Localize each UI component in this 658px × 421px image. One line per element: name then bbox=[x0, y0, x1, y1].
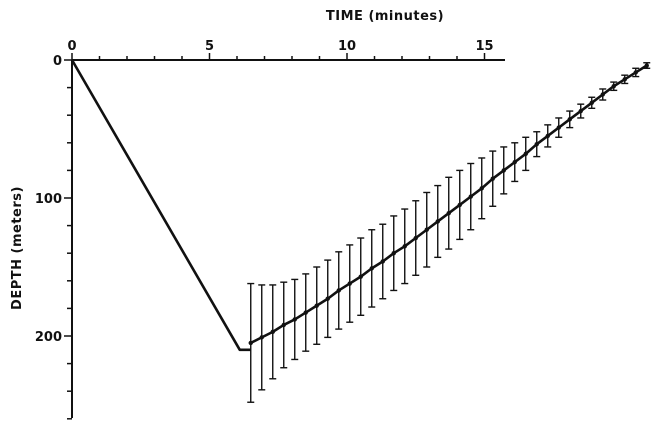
x-tick-label: 15 bbox=[475, 39, 493, 54]
data-point bbox=[391, 251, 396, 256]
data-point bbox=[270, 329, 275, 335]
axes bbox=[71, 59, 505, 418]
y-tick-label: 200 bbox=[35, 330, 62, 345]
data-point bbox=[303, 310, 308, 315]
y-tick-label: 100 bbox=[35, 192, 62, 207]
data-point bbox=[633, 70, 638, 75]
y-tick-label: 0 bbox=[53, 54, 62, 69]
x-tick-label: 5 bbox=[205, 39, 214, 54]
data-point bbox=[578, 108, 583, 114]
data-point bbox=[259, 335, 264, 340]
data-point bbox=[380, 259, 385, 264]
data-point bbox=[435, 219, 440, 224]
data-point bbox=[347, 281, 352, 286]
x-tick-label: 0 bbox=[67, 39, 76, 54]
data-point bbox=[534, 141, 539, 147]
data-point bbox=[292, 317, 297, 322]
series bbox=[70, 59, 651, 403]
x-axis-title: TIME (minutes) bbox=[326, 9, 444, 24]
data-point bbox=[512, 159, 517, 165]
data-point bbox=[248, 340, 253, 346]
data-point bbox=[369, 266, 374, 271]
data-point bbox=[490, 176, 495, 181]
data-point bbox=[468, 194, 473, 199]
data-point bbox=[600, 92, 605, 97]
data-point bbox=[424, 227, 429, 232]
axis-ticks bbox=[64, 53, 486, 420]
data-point bbox=[336, 288, 341, 293]
data-point bbox=[622, 77, 627, 82]
data-point bbox=[314, 303, 319, 308]
x-tick-label: 10 bbox=[338, 39, 356, 54]
data-point bbox=[501, 168, 506, 173]
data-point bbox=[589, 100, 594, 105]
data-point bbox=[281, 322, 286, 328]
descent-line bbox=[70, 59, 251, 352]
data-point bbox=[644, 63, 649, 68]
data-point bbox=[325, 296, 330, 301]
data-point bbox=[413, 235, 418, 241]
data-point bbox=[479, 186, 484, 191]
data-point bbox=[567, 117, 572, 122]
data-point bbox=[457, 202, 462, 208]
data-point bbox=[611, 84, 616, 89]
data-point bbox=[358, 274, 363, 279]
data-point bbox=[446, 210, 451, 216]
data-point bbox=[523, 151, 528, 157]
data-point bbox=[402, 244, 407, 249]
y-axis-title: DEPTH (meters) bbox=[10, 186, 25, 310]
tick-labels: 0 5 10 15 0 100 200 bbox=[35, 39, 494, 345]
data-point bbox=[545, 133, 550, 139]
data-point bbox=[556, 125, 561, 130]
